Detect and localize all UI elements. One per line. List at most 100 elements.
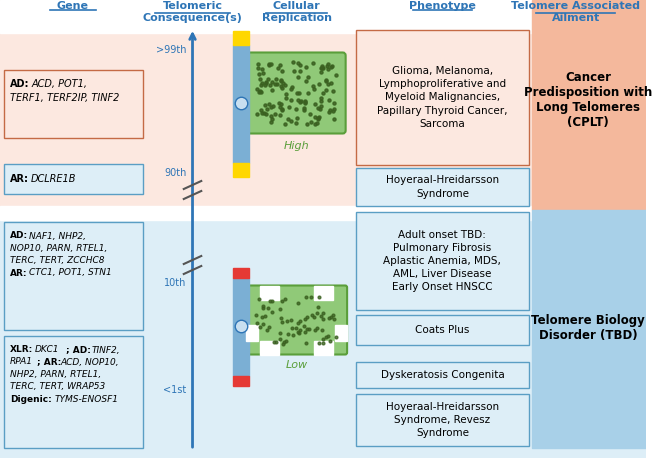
Point	[320, 77, 331, 84]
Point	[317, 326, 327, 333]
FancyBboxPatch shape	[356, 168, 529, 206]
Point	[313, 114, 324, 122]
Bar	[335, 325, 347, 340]
Point	[266, 112, 276, 120]
Point	[266, 298, 277, 305]
Point	[267, 308, 278, 315]
Point	[299, 329, 310, 336]
Text: Telomeric
Consequence(s): Telomeric Consequence(s)	[143, 1, 242, 22]
Point	[301, 77, 312, 85]
Point	[321, 333, 331, 340]
Point	[257, 79, 268, 87]
Point	[329, 115, 339, 122]
Text: AD:: AD:	[10, 79, 29, 89]
Bar	[233, 45, 249, 163]
Point	[302, 89, 313, 97]
Text: ACD, POT1,: ACD, POT1,	[31, 79, 87, 89]
Point	[280, 120, 290, 128]
Point	[282, 330, 293, 338]
Point	[295, 326, 305, 333]
Point	[262, 75, 273, 82]
Text: Phenotype: Phenotype	[409, 1, 476, 11]
Point	[299, 322, 309, 329]
Point	[306, 311, 317, 318]
Point	[292, 90, 303, 97]
Point	[318, 64, 329, 71]
Point	[266, 60, 277, 67]
Text: Digenic:: Digenic:	[10, 396, 52, 404]
Point	[309, 120, 320, 128]
Point	[309, 326, 320, 333]
Point	[304, 110, 315, 117]
Point	[257, 313, 268, 321]
Text: Adult onset TBD:
Pulmonary Fibrosis
Aplastic Anemia, MDS,
AML, Liver Disease
Ear: Adult onset TBD: Pulmonary Fibrosis Apla…	[383, 229, 501, 292]
Point	[316, 94, 327, 101]
Point	[278, 340, 288, 348]
Point	[309, 313, 319, 321]
Point	[302, 120, 313, 127]
Point	[313, 304, 323, 311]
Point	[254, 87, 265, 95]
Point	[278, 80, 288, 87]
Point	[292, 328, 303, 335]
Point	[259, 109, 270, 116]
Point	[316, 68, 327, 76]
Point	[325, 79, 336, 87]
Point	[267, 86, 278, 93]
Point	[286, 118, 296, 125]
Point	[301, 293, 311, 300]
Point	[286, 86, 296, 93]
Point	[306, 118, 317, 125]
Text: TERC, TERT, ZCCHC8: TERC, TERT, ZCCHC8	[10, 256, 104, 265]
Point	[256, 88, 266, 95]
Point	[312, 115, 323, 122]
Point	[274, 112, 285, 119]
Point	[317, 62, 327, 69]
Point	[261, 78, 272, 86]
Text: Telomere Biology
Disorder (TBD): Telomere Biology Disorder (TBD)	[531, 314, 645, 342]
Point	[274, 104, 285, 111]
Bar	[233, 278, 249, 376]
Point	[313, 339, 324, 346]
Bar	[246, 325, 258, 340]
Point	[252, 320, 263, 327]
Text: Hoyeraal-Hreidarsson
Syndrome: Hoyeraal-Hreidarsson Syndrome	[386, 175, 499, 199]
Point	[308, 82, 319, 90]
Point	[318, 89, 329, 97]
Point	[316, 98, 327, 105]
Point	[264, 100, 274, 108]
Point	[289, 67, 299, 75]
Point	[302, 325, 313, 333]
Point	[274, 329, 285, 336]
Point	[257, 109, 268, 117]
Point	[277, 297, 288, 305]
Point	[299, 104, 310, 112]
Text: <1st: <1st	[163, 385, 187, 395]
Point	[273, 64, 284, 71]
Point	[295, 99, 305, 106]
Point	[323, 332, 333, 339]
Point	[260, 101, 270, 108]
Point	[295, 62, 305, 69]
Point	[276, 67, 287, 75]
Point	[276, 84, 287, 92]
Point	[327, 63, 337, 70]
Point	[286, 324, 297, 332]
Bar	[0, 206, 645, 220]
Point	[299, 106, 309, 113]
Bar	[532, 210, 645, 448]
Point	[316, 312, 327, 320]
Bar	[233, 31, 249, 45]
Point	[260, 312, 270, 319]
Point	[280, 81, 290, 88]
Point	[275, 305, 286, 313]
Point	[324, 314, 335, 322]
Point	[293, 97, 303, 104]
Point	[270, 80, 280, 87]
Point	[282, 318, 292, 325]
Text: CTC1, POT1, STN1: CTC1, POT1, STN1	[29, 268, 112, 278]
Bar	[0, 210, 645, 458]
Point	[264, 61, 274, 68]
Point	[252, 111, 262, 118]
Point	[324, 109, 335, 116]
